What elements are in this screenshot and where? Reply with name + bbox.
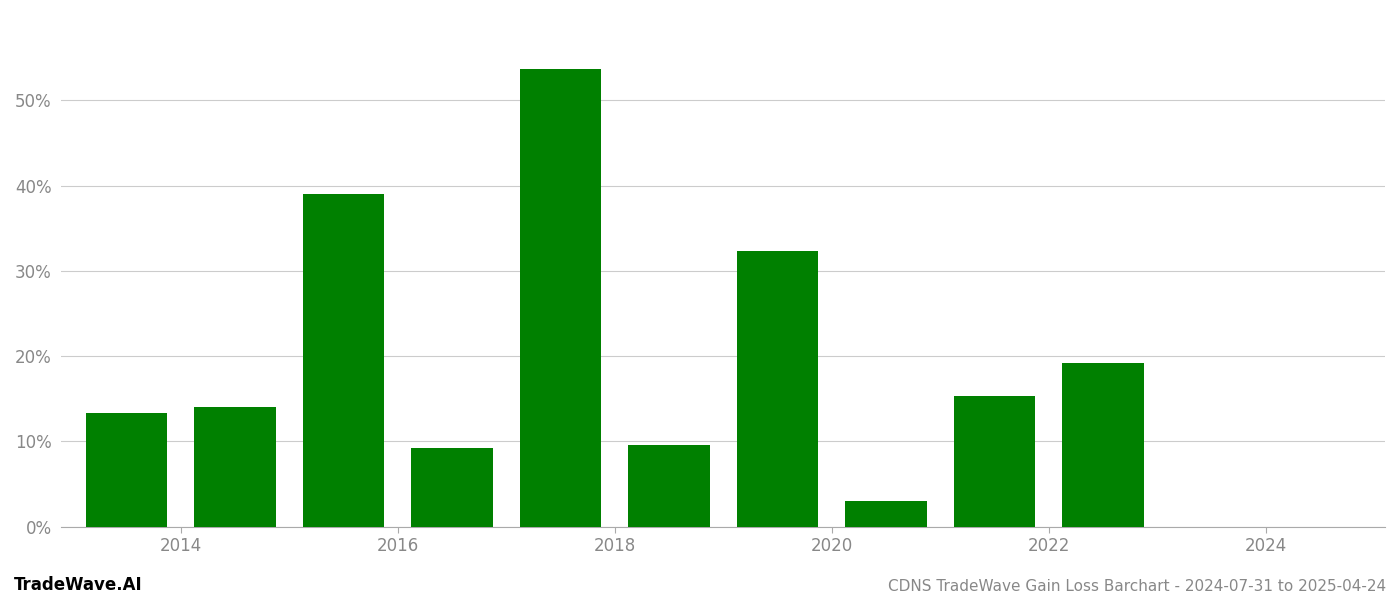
Bar: [195, 407, 276, 527]
Bar: [519, 69, 601, 527]
Bar: [629, 445, 710, 527]
Bar: [736, 251, 818, 527]
Bar: [846, 501, 927, 527]
Bar: [1063, 363, 1144, 527]
Text: TradeWave.AI: TradeWave.AI: [14, 576, 143, 594]
Bar: [85, 413, 167, 527]
Bar: [412, 448, 493, 527]
Bar: [302, 194, 384, 527]
Text: CDNS TradeWave Gain Loss Barchart - 2024-07-31 to 2025-04-24: CDNS TradeWave Gain Loss Barchart - 2024…: [888, 579, 1386, 594]
Bar: [953, 396, 1035, 527]
